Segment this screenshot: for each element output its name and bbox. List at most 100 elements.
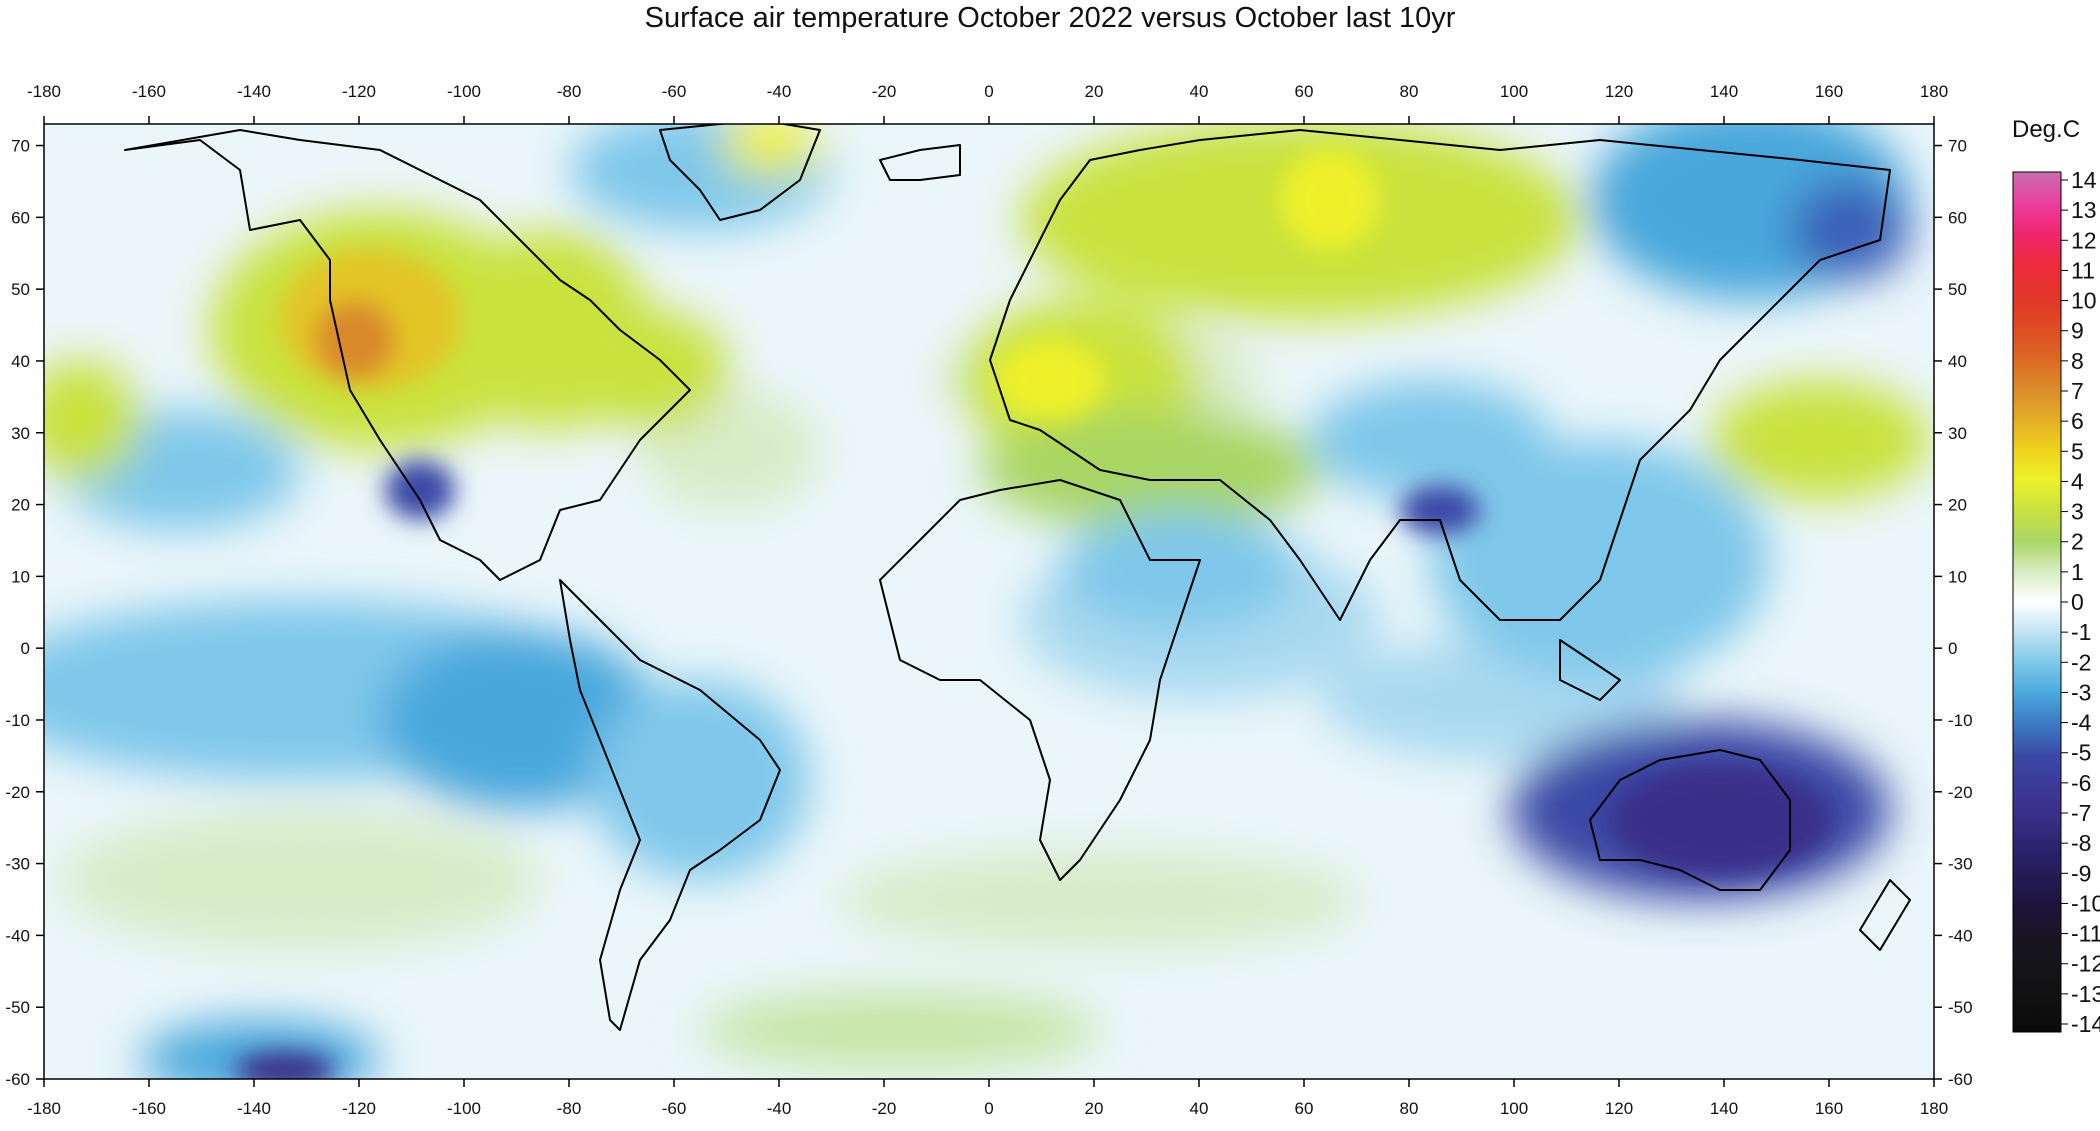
colorbar-label: -11 bbox=[2071, 921, 2100, 947]
colorbar: Deg.C 14131211109876543210-1-2-3-4-5-6-7… bbox=[2012, 116, 2100, 1037]
colorbar-label: -2 bbox=[2071, 649, 2091, 675]
lat-label-right: 0 bbox=[1948, 639, 1957, 658]
lon-label-bottom: -180 bbox=[27, 1099, 61, 1118]
lon-label-top: -160 bbox=[132, 82, 166, 101]
colorbar-unit: Deg.C bbox=[2012, 116, 2080, 143]
lat-label-right: 30 bbox=[1948, 424, 1967, 443]
colorbar-label: -9 bbox=[2071, 860, 2091, 886]
colorbar-label: 4 bbox=[2071, 468, 2084, 494]
lon-label-top: 100 bbox=[1500, 82, 1528, 101]
lon-label-bottom: -160 bbox=[132, 1099, 166, 1118]
colorbar-label: 1 bbox=[2071, 559, 2084, 585]
colorbar-label: 7 bbox=[2071, 378, 2084, 404]
lat-label-left: -50 bbox=[5, 998, 30, 1017]
lon-label-top: -20 bbox=[872, 82, 897, 101]
lat-label-right: 20 bbox=[1948, 496, 1967, 515]
lat-label-left: -20 bbox=[5, 783, 30, 802]
lon-label-bottom: 160 bbox=[1815, 1099, 1843, 1118]
lat-label-right: -30 bbox=[1948, 855, 1973, 874]
lon-label-top: -140 bbox=[237, 82, 271, 101]
lon-label-bottom: -20 bbox=[872, 1099, 897, 1118]
lat-label-left: 20 bbox=[11, 496, 30, 515]
colorbar-label: -4 bbox=[2071, 710, 2092, 736]
lat-label-left: 40 bbox=[11, 352, 30, 371]
colorbar-label: -14 bbox=[2071, 1011, 2100, 1037]
lon-label-bottom: -120 bbox=[342, 1099, 376, 1118]
colorbar-label: 11 bbox=[2071, 257, 2095, 283]
colorbar-label: 13 bbox=[2071, 197, 2097, 223]
colorbar-label: -1 bbox=[2071, 619, 2091, 645]
lon-label-top: 160 bbox=[1815, 82, 1843, 101]
anomaly-field bbox=[44, 124, 1934, 1079]
colorbar-label: -8 bbox=[2071, 830, 2091, 856]
lon-label-bottom: 180 bbox=[1920, 1099, 1948, 1118]
lon-label-bottom: 0 bbox=[984, 1099, 993, 1118]
map-title: Surface air temperature October 2022 ver… bbox=[644, 2, 1456, 34]
lat-label-right: -50 bbox=[1948, 998, 1973, 1017]
colorbar-label: 0 bbox=[2071, 589, 2084, 615]
lon-label-top: 180 bbox=[1920, 82, 1948, 101]
lon-label-bottom: -40 bbox=[767, 1099, 792, 1118]
lon-label-top: 60 bbox=[1295, 82, 1314, 101]
colorbar-label: -12 bbox=[2071, 951, 2100, 977]
colorbar-label: 10 bbox=[2071, 288, 2097, 314]
colorbar-label: -13 bbox=[2071, 981, 2100, 1007]
lon-label-top: 120 bbox=[1605, 82, 1633, 101]
lon-label-bottom: 60 bbox=[1295, 1099, 1314, 1118]
lat-label-left: 10 bbox=[11, 567, 30, 586]
lon-label-bottom: 140 bbox=[1710, 1099, 1738, 1118]
coastlines bbox=[124, 124, 1911, 1031]
lon-label-bottom: 120 bbox=[1605, 1099, 1633, 1118]
colorbar-label: 12 bbox=[2071, 227, 2097, 253]
colorbar-label: 3 bbox=[2071, 499, 2084, 525]
lat-label-right: -20 bbox=[1948, 783, 1973, 802]
lat-label-left: 50 bbox=[11, 280, 30, 299]
lon-label-top: -40 bbox=[767, 82, 792, 101]
lat-label-right: -40 bbox=[1948, 926, 1973, 945]
lon-label-top: -60 bbox=[662, 82, 687, 101]
lat-label-left: 70 bbox=[11, 137, 30, 156]
lon-label-bottom: -140 bbox=[237, 1099, 271, 1118]
lon-label-bottom: 100 bbox=[1500, 1099, 1528, 1118]
colorbar-label: 5 bbox=[2071, 438, 2084, 464]
lat-label-right: 50 bbox=[1948, 280, 1967, 299]
colorbar-label: -10 bbox=[2071, 890, 2100, 916]
lat-label-left: -30 bbox=[5, 855, 30, 874]
axis-labels: -180-180-160-160-140-140-120-120-100-100… bbox=[5, 82, 1972, 1118]
lat-label-right: 60 bbox=[1948, 208, 1967, 227]
lat-label-left: 60 bbox=[11, 208, 30, 227]
colorbar-label: 6 bbox=[2071, 408, 2084, 434]
lat-label-left: 30 bbox=[11, 424, 30, 443]
colorbar-label: -5 bbox=[2071, 740, 2091, 766]
lon-label-top: 140 bbox=[1710, 82, 1738, 101]
lon-label-top: 40 bbox=[1190, 82, 1209, 101]
lon-label-bottom: 40 bbox=[1190, 1099, 1209, 1118]
colorbar-label: -7 bbox=[2071, 800, 2091, 826]
lon-label-top: 0 bbox=[984, 82, 993, 101]
lon-label-bottom: 20 bbox=[1085, 1099, 1104, 1118]
colorbar-label: 9 bbox=[2071, 318, 2084, 344]
lon-label-top: 80 bbox=[1400, 82, 1419, 101]
colorbar-label: 2 bbox=[2071, 529, 2084, 555]
lon-label-bottom: 80 bbox=[1400, 1099, 1419, 1118]
lon-label-bottom: -100 bbox=[447, 1099, 481, 1118]
colorbar-label: -6 bbox=[2071, 770, 2091, 796]
lat-label-right: -10 bbox=[1948, 711, 1973, 730]
lon-label-top: 20 bbox=[1085, 82, 1104, 101]
colorbar-label: 14 bbox=[2071, 167, 2097, 193]
lat-label-right: 10 bbox=[1948, 567, 1967, 586]
lon-label-top: -80 bbox=[557, 82, 582, 101]
colorbar-label: 8 bbox=[2071, 348, 2084, 374]
lat-label-right: 70 bbox=[1948, 137, 1967, 156]
lon-label-bottom: -80 bbox=[557, 1099, 582, 1118]
lat-label-right: 40 bbox=[1948, 352, 1967, 371]
lon-label-top: -180 bbox=[27, 82, 61, 101]
lon-label-top: -100 bbox=[447, 82, 481, 101]
lon-label-top: -120 bbox=[342, 82, 376, 101]
lon-label-bottom: -60 bbox=[662, 1099, 687, 1118]
lat-label-left: -60 bbox=[5, 1070, 30, 1089]
lat-label-right: -60 bbox=[1948, 1070, 1973, 1089]
colorbar-label: -3 bbox=[2071, 679, 2091, 705]
lat-label-left: -10 bbox=[5, 711, 30, 730]
